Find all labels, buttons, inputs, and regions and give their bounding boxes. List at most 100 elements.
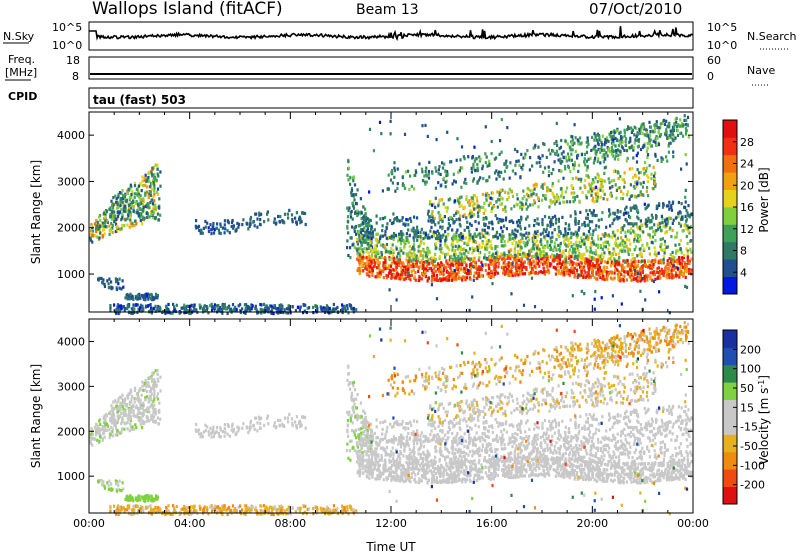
power-echo xyxy=(412,246,414,249)
power-echo xyxy=(475,241,477,244)
power-echo xyxy=(564,139,566,142)
power-echo xyxy=(594,258,596,261)
power-echo xyxy=(661,215,663,218)
power-echo xyxy=(534,188,536,191)
power-echo xyxy=(436,234,438,237)
power-echo xyxy=(412,265,414,268)
power-echo xyxy=(563,150,565,153)
power-echo xyxy=(644,279,646,282)
power-echo xyxy=(635,222,637,225)
power-echo xyxy=(457,211,459,214)
power-echo xyxy=(494,256,496,259)
power-echo xyxy=(435,197,437,200)
power-echo xyxy=(365,250,367,253)
power-echo xyxy=(513,205,515,208)
power-echo xyxy=(120,307,122,310)
power-echo xyxy=(533,260,535,263)
power-echo xyxy=(476,196,478,199)
power-echo xyxy=(245,307,247,310)
power-echo xyxy=(496,231,498,234)
power-echo xyxy=(575,223,577,226)
power-echo xyxy=(610,131,612,134)
power-echo xyxy=(380,132,382,135)
power-echo xyxy=(514,247,516,250)
power-echo xyxy=(641,132,643,135)
power-echo xyxy=(552,192,554,195)
power-echo xyxy=(666,137,668,140)
power-echo xyxy=(263,220,265,223)
power-echo xyxy=(602,189,604,192)
power-echo xyxy=(606,198,608,201)
power-echo xyxy=(458,245,460,248)
power-echo xyxy=(393,176,395,179)
power-echo xyxy=(647,180,649,183)
power-echo xyxy=(219,223,221,226)
power-echo xyxy=(173,309,175,312)
power-echo xyxy=(390,120,392,123)
power-echo xyxy=(524,227,526,230)
power-echo xyxy=(354,246,356,249)
power-echo xyxy=(346,207,348,210)
power-echo xyxy=(277,215,279,218)
power-echo xyxy=(583,243,585,246)
power-echo xyxy=(305,223,307,226)
power-echo xyxy=(533,192,535,195)
power-echo xyxy=(639,276,641,279)
power-echo xyxy=(586,275,588,278)
power-echo xyxy=(672,139,674,142)
power-echo xyxy=(559,230,561,233)
power-echo xyxy=(535,183,537,186)
power-echo xyxy=(592,178,594,181)
power-echo xyxy=(544,166,546,169)
power-echo xyxy=(413,187,415,190)
power-echo xyxy=(366,272,368,275)
power-echo xyxy=(608,177,610,180)
power-echo xyxy=(441,278,443,281)
power-echo xyxy=(467,251,469,254)
power-echo xyxy=(225,307,227,310)
power-echo xyxy=(688,270,690,273)
power-echo xyxy=(628,229,630,232)
power-echo xyxy=(202,232,204,235)
power-echo xyxy=(326,304,328,307)
power-echo xyxy=(597,133,599,136)
power-echo xyxy=(647,142,649,145)
power-echo xyxy=(558,179,560,182)
power-echo xyxy=(112,196,114,199)
power-echo xyxy=(459,252,461,255)
power-echo xyxy=(630,146,632,149)
power-echo xyxy=(668,142,670,145)
power-echo xyxy=(129,226,131,229)
power-echo xyxy=(157,174,159,177)
power-echo xyxy=(346,246,348,249)
power-echo xyxy=(572,294,574,297)
power-echo xyxy=(206,222,208,225)
power-echo xyxy=(621,178,623,181)
power-echo xyxy=(279,215,281,218)
power-echo xyxy=(514,251,516,254)
power-echo xyxy=(497,206,499,209)
power-echo xyxy=(514,274,516,277)
power-echo xyxy=(131,190,133,193)
power-echo xyxy=(224,303,226,306)
power-echo xyxy=(390,247,392,250)
power-echo xyxy=(578,220,580,223)
power-echo xyxy=(227,306,229,309)
power-echo xyxy=(570,232,572,235)
power-echo xyxy=(495,265,497,268)
power-echo xyxy=(470,278,472,281)
power-echo xyxy=(108,282,110,285)
power-echo xyxy=(583,265,585,268)
power-echo xyxy=(375,239,377,242)
power-echo xyxy=(91,240,93,243)
power-echo xyxy=(434,278,436,281)
power-echo xyxy=(485,217,487,220)
power-echo xyxy=(417,270,419,273)
power-echo xyxy=(564,263,566,266)
power-echo xyxy=(485,269,487,272)
power-echo xyxy=(439,198,441,201)
power-echo xyxy=(501,151,503,154)
power-echo xyxy=(408,188,410,191)
power-echo xyxy=(503,177,505,180)
